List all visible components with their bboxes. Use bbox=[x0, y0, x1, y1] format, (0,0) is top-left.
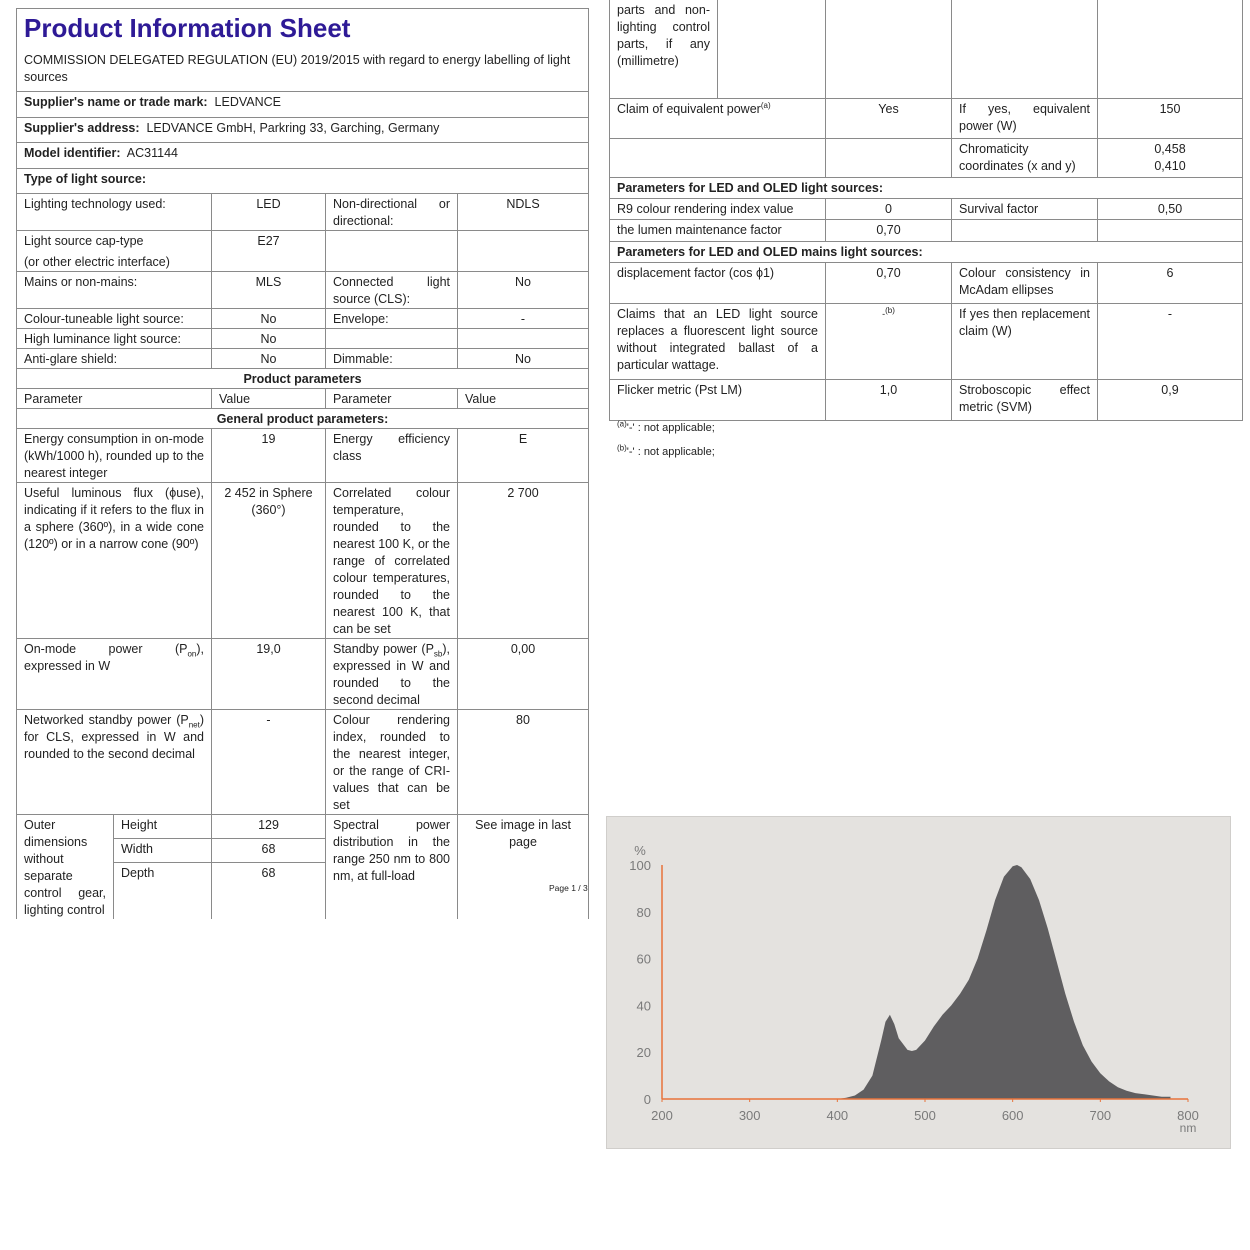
table-row: Flicker metric (Pst LM) 1,0 Stroboscopic e… bbox=[609, 378, 1243, 421]
product-parameters-header: Product parameters bbox=[15, 368, 590, 389]
y-tick-label: 40 bbox=[637, 998, 651, 1013]
x-tick-label: 500 bbox=[914, 1108, 936, 1123]
table-row: Networked standby power (Pnet) for CLS, … bbox=[16, 709, 590, 815]
table-row: Light source cap-type (or other electric … bbox=[16, 230, 590, 272]
x-tick-label: 200 bbox=[651, 1108, 673, 1123]
x-tick-label: 400 bbox=[826, 1108, 848, 1123]
y-tick-label: 100 bbox=[629, 858, 651, 873]
x-tick-label: 700 bbox=[1089, 1108, 1111, 1123]
supplier-name-row: Supplier's name or trade mark: LEDVANCE bbox=[15, 91, 590, 118]
table-row: Outer dimensions without separate contro… bbox=[16, 813, 590, 919]
supplier-address-row: Supplier's address: LEDVANCE GmbH, Parkr… bbox=[15, 117, 590, 143]
y-tick-label: 0 bbox=[644, 1092, 651, 1107]
page-title: Product Information Sheet bbox=[24, 13, 351, 43]
product-info-table: Product Information Sheet COMMISSION DELE… bbox=[15, 8, 590, 919]
x-tick-label: 300 bbox=[739, 1108, 761, 1123]
y-tick-label: 20 bbox=[637, 1045, 651, 1060]
table-row: Mains or non-mains: MLS Connected light so… bbox=[16, 271, 590, 309]
led-parameters-header: Parameters for LED and OLED light source… bbox=[609, 176, 1243, 199]
table-row: Chromaticity coordinates (x and y) 0,458 0… bbox=[609, 137, 1243, 178]
general-parameters-header: General product parameters: bbox=[15, 408, 590, 429]
table-row: Lighting technology used: LED Non-directio… bbox=[16, 193, 590, 231]
footnote-a: (a)'-' : not applicable; bbox=[617, 419, 715, 434]
page-number: Page 1 / 3 bbox=[549, 883, 588, 893]
type-label: Type of light source: bbox=[15, 168, 590, 194]
table-row: Colour-tuneable light source: No Envelope:… bbox=[16, 308, 590, 329]
mains-parameters-header: Parameters for LED and OLED mains light … bbox=[609, 240, 1243, 263]
table-row: On-mode power (Pon), expressed in W 19,0 S… bbox=[16, 638, 590, 710]
table-row: R9 colour rendering index value 0 Survival… bbox=[609, 197, 1243, 220]
x-axis-label: nm bbox=[1180, 1121, 1197, 1135]
y-axis-label: % bbox=[634, 843, 646, 858]
table-row: Useful luminous flux (ϕuse), indicating … bbox=[16, 482, 590, 639]
table-row: Claim of equivalent power(a) Yes If yes, e… bbox=[609, 97, 1243, 139]
x-tick-label: 600 bbox=[1002, 1108, 1024, 1123]
y-tick-label: 60 bbox=[637, 952, 651, 967]
footnote-b: (b)'-' : not applicable; bbox=[617, 443, 715, 458]
x-tick-label: 800 bbox=[1177, 1108, 1199, 1123]
table-row: parts and non-lighting control parts, if… bbox=[609, 0, 1243, 99]
table-row: the lumen maintenance factor 0,70 bbox=[609, 218, 1243, 242]
table-row: High luminance light source: No bbox=[16, 328, 590, 349]
spectral-power-chart: 200 300 400 500 600 700 800 0 20 40 60 80 100% nm bbox=[606, 816, 1231, 1149]
table-row: displacement factor (cos ϕ1) 0,70 Colour c… bbox=[609, 261, 1243, 304]
product-info-table-continued: parts and non-lighting control parts, if… bbox=[609, 0, 1243, 421]
spectrum-area bbox=[837, 865, 1171, 1099]
model-row: Model identifier: AC31144 bbox=[15, 142, 590, 169]
spectral-power-svg: 200 300 400 500 600 700 800 0 20 40 60 80 100% nm bbox=[629, 843, 1199, 1135]
regulation-text: COMMISSION DELEGATED REGULATION (EU) 201… bbox=[24, 53, 571, 84]
table-row: Claims that an LED light source replaces… bbox=[609, 302, 1243, 380]
column-headers: Parameter Value Parameter Value bbox=[16, 388, 590, 409]
y-tick-label: 80 bbox=[637, 905, 651, 920]
table-row: Anti-glare shield: No Dimmable: No bbox=[16, 348, 590, 369]
table-row: Energy consumption in on-mode (kWh/1000 … bbox=[16, 428, 590, 483]
